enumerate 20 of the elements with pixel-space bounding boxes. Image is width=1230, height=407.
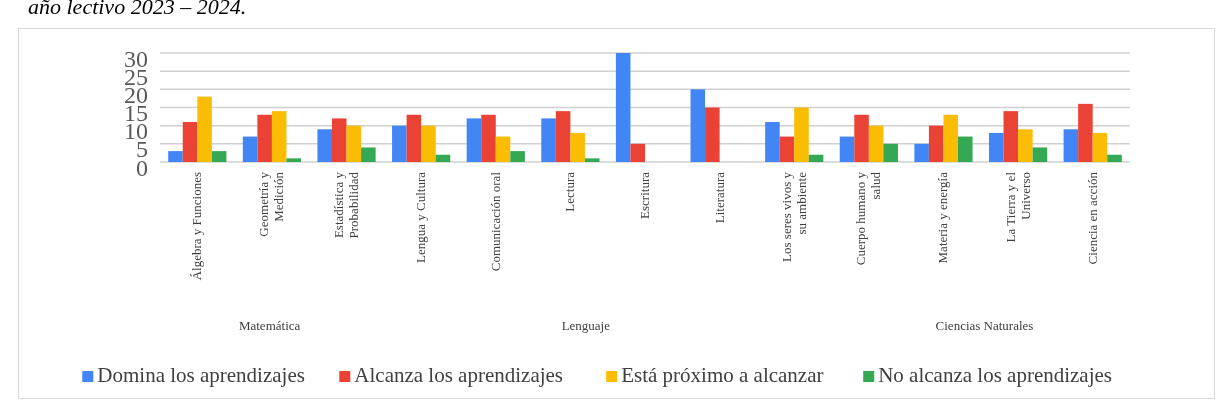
text: Matemática [238,318,301,333]
legend-label: Está próximo a alcanzar [621,362,824,387]
text: Ciencias Naturales [935,318,1034,333]
x-tick-label: Lectura [562,171,578,212]
x-tick-label: Álgebra y Funciones [189,172,205,281]
x-tick-label: Comunicación oral [487,171,503,272]
x-tick-label: Literatura [711,171,727,224]
x-tick-label: Materia y energía [935,171,951,264]
x-tick-label: Estadística y Probabilidad [331,171,362,239]
legend-label: No alcanza los aprendizajes [878,362,1113,387]
x-tick-label: La Tierra y el Universo [1002,171,1033,243]
x-tick-label: Lengua y Cultura [413,171,429,263]
x-tick-label: Los seres vivos y su ambiente [778,171,809,262]
x-tick-label: Escritura [637,171,652,219]
x-tick-label: Cuerpo humano y salud [853,171,884,266]
legend-label: Alcanza los aprendizajes [354,362,564,387]
x-tick-label: Geometría y Medición [256,171,287,237]
legend-label: Domina los aprendizajes [97,362,305,387]
x-tick-label: Ciencia en acción [1084,171,1100,265]
text: Lenguaje [561,318,611,333]
